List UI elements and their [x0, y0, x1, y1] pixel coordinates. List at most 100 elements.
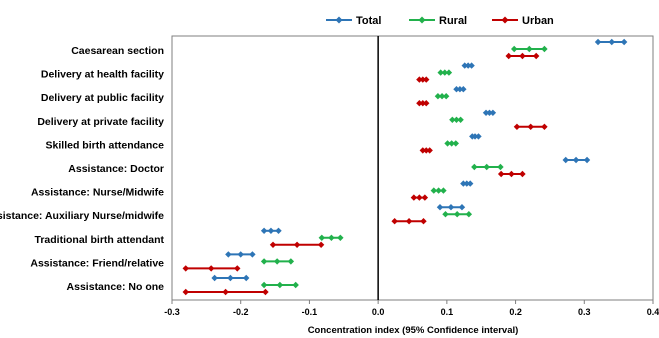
- ci-endpoint-urban: [416, 100, 423, 107]
- ci-endpoint-urban: [541, 123, 548, 130]
- ci-endpoint-total: [249, 251, 256, 258]
- ci-endpoint-total: [461, 62, 468, 69]
- estimate-point-rural: [453, 116, 460, 123]
- ci-endpoint-total: [468, 62, 475, 69]
- category-label: Delivery at public facility: [41, 92, 164, 104]
- ci-endpoint-urban: [532, 52, 540, 60]
- category-label: Caesarean section: [71, 45, 164, 57]
- ci-endpoint-rural: [449, 116, 456, 123]
- ci-endpoint-rural: [444, 140, 451, 147]
- ci-endpoint-rural: [437, 69, 444, 76]
- category-label: Assistance: Friend/relative: [30, 257, 164, 269]
- x-tick-label: 0.0: [372, 307, 385, 317]
- x-axis-title: Concentration index (95% Confidence inte…: [308, 325, 519, 336]
- category-label: Assistance: No one: [67, 281, 165, 293]
- ci-endpoint-rural: [510, 45, 518, 53]
- ci-endpoint-urban: [262, 288, 269, 296]
- ci-endpoint-rural: [497, 163, 504, 171]
- ci-endpoint-rural: [287, 258, 295, 265]
- estimate-point-rural: [483, 163, 490, 171]
- ci-endpoint-urban: [317, 241, 325, 248]
- ci-endpoint-total: [275, 227, 282, 234]
- ci-endpoint-total: [453, 86, 460, 93]
- category-label: Traditional birth attendant: [34, 234, 164, 246]
- ci-endpoint-urban: [505, 52, 512, 60]
- estimate-point-rural: [273, 258, 281, 265]
- ci-endpoint-total: [436, 204, 444, 211]
- estimate-point-urban: [527, 123, 534, 130]
- ci-endpoint-total: [482, 109, 490, 116]
- ci-endpoint-total: [458, 204, 466, 211]
- x-tick-label: 0.3: [578, 307, 591, 317]
- ci-endpoint-urban: [421, 194, 429, 201]
- legend-marker-total: [335, 16, 343, 24]
- ci-endpoint-rural: [465, 211, 473, 218]
- ci-endpoint-total: [467, 180, 474, 187]
- ci-endpoint-urban: [426, 147, 433, 154]
- category-label: Assistance: Auxiliary Nurse/midwife: [0, 210, 164, 222]
- ci-endpoint-urban: [513, 123, 521, 130]
- ci-endpoint-total: [225, 251, 232, 258]
- estimate-point-rural: [441, 69, 448, 76]
- ci-endpoint-total: [562, 156, 569, 164]
- ci-endpoint-rural: [442, 93, 450, 100]
- estimate-point-urban: [222, 288, 229, 296]
- estimate-point-rural: [526, 45, 533, 53]
- estimate-point-urban: [423, 147, 430, 154]
- ci-endpoint-urban: [423, 100, 430, 107]
- ci-endpoint-rural: [434, 93, 442, 100]
- ci-endpoint-urban: [269, 241, 277, 248]
- ci-endpoint-total: [489, 109, 497, 116]
- estimate-point-total: [471, 133, 479, 140]
- x-tick-label: -0.1: [302, 307, 318, 317]
- ci-endpoint-rural: [452, 140, 459, 147]
- estimate-point-total: [463, 180, 470, 187]
- category-label: Assistance: Doctor: [68, 163, 164, 175]
- x-tick-label: -0.2: [233, 307, 249, 317]
- estimate-point-urban: [207, 265, 215, 272]
- ci-endpoint-rural: [430, 187, 438, 194]
- ci-endpoint-rural: [457, 116, 464, 123]
- legend-label-total: Total: [356, 15, 381, 27]
- estimate-point-total: [227, 274, 234, 282]
- legend-marker-rural: [418, 16, 426, 24]
- ci-endpoint-urban: [234, 265, 241, 272]
- estimate-point-total: [572, 156, 580, 164]
- ci-endpoint-total: [260, 227, 268, 234]
- ci-endpoint-urban: [423, 76, 430, 83]
- estimate-point-rural: [438, 93, 446, 100]
- ci-endpoint-urban: [391, 218, 398, 225]
- ci-endpoint-total: [460, 86, 467, 93]
- plot-frame: [171, 35, 654, 301]
- ci-endpoint-total: [620, 38, 628, 46]
- legend-label-urban: Urban: [522, 15, 554, 27]
- legend-marker-urban: [501, 16, 509, 24]
- estimate-point-urban: [416, 194, 423, 201]
- ci-endpoint-urban: [416, 76, 423, 83]
- ci-endpoint-urban: [182, 265, 189, 272]
- estimate-point-urban: [508, 170, 515, 178]
- category-label: Delivery at health facility: [41, 69, 164, 81]
- estimate-point-urban: [419, 76, 427, 83]
- estimate-point-total: [464, 62, 472, 69]
- ci-endpoint-total: [475, 133, 482, 140]
- legend: Total Rural Urban: [326, 15, 554, 27]
- estimate-point-total: [237, 251, 244, 258]
- estimate-point-urban: [405, 218, 413, 225]
- ci-endpoint-urban: [519, 170, 526, 178]
- ci-endpoint-urban: [420, 218, 427, 225]
- category-label: Skilled birth attendance: [46, 139, 165, 151]
- x-tick-label: 0.4: [647, 307, 659, 317]
- estimate-point-rural: [448, 140, 455, 147]
- estimate-point-total: [456, 86, 464, 93]
- ci-endpoint-urban: [182, 288, 189, 296]
- ci-endpoint-rural: [440, 187, 447, 194]
- legend-label-rural: Rural: [439, 15, 467, 27]
- category-labels: Caesarean section Delivery at health faci…: [0, 45, 164, 293]
- estimate-point-rural: [453, 211, 461, 218]
- ci-endpoint-rural: [541, 45, 548, 53]
- ci-endpoint-rural: [318, 234, 325, 241]
- ci-endpoint-rural: [260, 281, 268, 289]
- estimate-point-urban: [419, 100, 427, 107]
